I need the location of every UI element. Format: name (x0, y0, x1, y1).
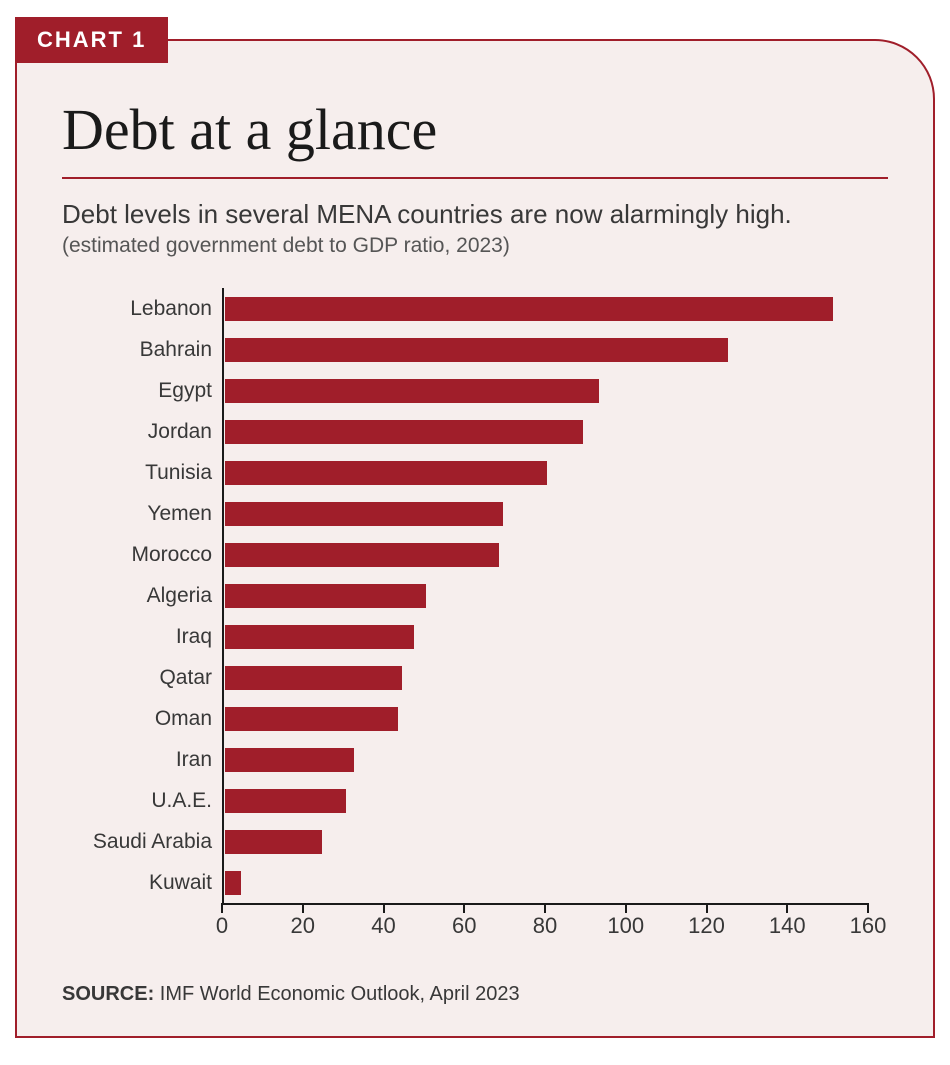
bar-track (222, 411, 868, 452)
chart-card: CHART 1 Debt at a glance Debt levels in … (15, 39, 935, 1038)
bar (225, 461, 547, 485)
bar (225, 871, 241, 895)
x-tick-mark (786, 903, 788, 913)
x-axis-ticks: 020406080100120140160 (222, 905, 868, 945)
bar-row: Tunisia (82, 452, 868, 493)
bar (225, 707, 398, 731)
x-tick-label: 80 (533, 913, 557, 939)
x-tick-label: 20 (291, 913, 315, 939)
bar (225, 379, 599, 403)
x-tick-mark (706, 903, 708, 913)
bar-track (222, 452, 868, 493)
bar (225, 625, 414, 649)
y-axis-label: Saudi Arabia (82, 830, 222, 854)
y-axis-label: Qatar (82, 666, 222, 690)
x-tick-label: 60 (452, 913, 476, 939)
y-axis-label: Morocco (82, 543, 222, 567)
x-tick-mark (221, 903, 223, 913)
bar-track (222, 739, 868, 780)
x-tick-mark (867, 903, 869, 913)
y-axis-label: U.A.E. (82, 789, 222, 813)
y-axis-label: Iran (82, 748, 222, 772)
bar (225, 748, 354, 772)
y-axis-label: Kuwait (82, 871, 222, 895)
x-tick-mark (302, 903, 304, 913)
bar-track (222, 657, 868, 698)
x-tick-label: 160 (850, 913, 887, 939)
bar (225, 830, 322, 854)
x-tick-label: 100 (607, 913, 644, 939)
bar-row: Algeria (82, 575, 868, 616)
bar-row: Saudi Arabia (82, 821, 868, 862)
bar (225, 543, 499, 567)
bar-track (222, 329, 868, 370)
bar-chart: Lebanon Bahrain Egypt Jordan Tunisia Yemen Mor… (82, 288, 868, 903)
x-tick-label: 40 (371, 913, 395, 939)
x-tick-mark (625, 903, 627, 913)
x-tick-mark (463, 903, 465, 913)
y-axis-label: Bahrain (82, 338, 222, 362)
bar (225, 789, 346, 813)
bar-row: Egypt (82, 370, 868, 411)
x-tick-label: 120 (688, 913, 725, 939)
bar-track (222, 821, 868, 862)
y-axis-label: Tunisia (82, 461, 222, 485)
y-axis-label: Egypt (82, 379, 222, 403)
y-axis-label: Jordan (82, 420, 222, 444)
x-tick-mark (544, 903, 546, 913)
bar-row: Kuwait (82, 862, 868, 903)
chart-note: (estimated government debt to GDP ratio,… (62, 234, 888, 258)
bar-row: Yemen (82, 493, 868, 534)
bar (225, 666, 402, 690)
y-axis-label: Lebanon (82, 297, 222, 321)
bar-row: U.A.E. (82, 780, 868, 821)
y-axis-label: Yemen (82, 502, 222, 526)
bar-track (222, 575, 868, 616)
chart-area: Lebanon Bahrain Egypt Jordan Tunisia Yemen Mor… (82, 288, 868, 945)
bar-row: Oman (82, 698, 868, 739)
bar-row: Qatar (82, 657, 868, 698)
bar-row: Lebanon (82, 288, 868, 329)
chart-source: SOURCE: IMF World Economic Outlook, Apri… (62, 983, 888, 1006)
y-axis-label: Oman (82, 707, 222, 731)
x-tick-label: 140 (769, 913, 806, 939)
bar-row: Morocco (82, 534, 868, 575)
bar-track (222, 493, 868, 534)
bar-row: Iran (82, 739, 868, 780)
bar-row: Bahrain (82, 329, 868, 370)
y-axis-label: Iraq (82, 625, 222, 649)
bar-track (222, 780, 868, 821)
bar (225, 502, 503, 526)
bar-track (222, 534, 868, 575)
bar-track (222, 616, 868, 657)
bar (225, 584, 426, 608)
bar-track (222, 288, 868, 329)
bar-track (222, 370, 868, 411)
y-axis-label: Algeria (82, 584, 222, 608)
source-text: IMF World Economic Outlook, April 2023 (160, 983, 520, 1005)
chart-badge: CHART 1 (15, 17, 168, 63)
bar-track (222, 862, 868, 903)
bar-track (222, 698, 868, 739)
x-tick-mark (383, 903, 385, 913)
x-tick-label: 0 (216, 913, 228, 939)
bar (225, 297, 833, 321)
bar-row: Jordan (82, 411, 868, 452)
bar-row: Iraq (82, 616, 868, 657)
bar (225, 420, 583, 444)
source-label: SOURCE: (62, 983, 154, 1005)
chart-subtitle: Debt levels in several MENA countries ar… (62, 197, 888, 232)
chart-title: Debt at a glance (62, 96, 888, 179)
bar (225, 338, 728, 362)
